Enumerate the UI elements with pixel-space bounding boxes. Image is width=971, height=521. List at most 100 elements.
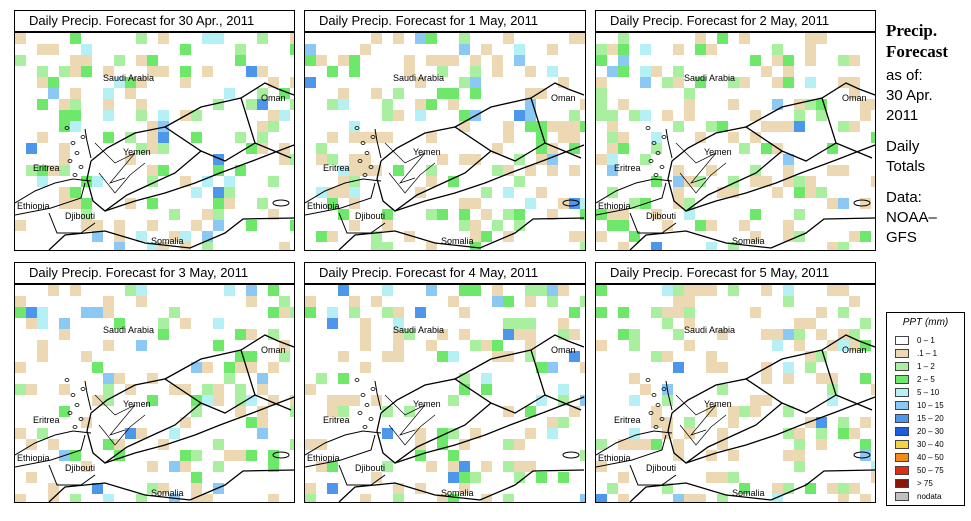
precip-cell — [437, 439, 448, 450]
precip-cell — [673, 165, 684, 176]
island — [648, 159, 654, 163]
precip-cell — [651, 132, 662, 143]
precip-cell — [92, 395, 103, 406]
precip-cell — [607, 143, 618, 154]
precip-cell — [618, 494, 629, 502]
precip-cell — [114, 55, 125, 66]
precip-cell — [213, 384, 224, 395]
precip-cell — [816, 417, 827, 428]
precip-cell — [547, 285, 558, 296]
precip-cell — [838, 483, 849, 494]
precip-cell — [816, 373, 827, 384]
precip-cell — [235, 362, 246, 373]
precip-cell — [290, 406, 294, 417]
precip-cell — [125, 428, 136, 439]
precip-cell — [191, 494, 202, 502]
precip-cell — [783, 362, 794, 373]
precip-cell — [327, 231, 338, 242]
precip-cell — [224, 88, 235, 99]
precip-cell — [772, 187, 783, 198]
precip-cell — [618, 209, 629, 220]
precip-cell — [59, 121, 70, 132]
precip-cell — [114, 318, 125, 329]
precip-cell — [607, 154, 618, 165]
border-line — [596, 182, 667, 216]
precip-cell — [103, 110, 114, 121]
precip-cell — [695, 494, 706, 502]
precip-cell — [213, 209, 224, 220]
precip-cell — [580, 296, 585, 307]
precip-cell — [750, 55, 761, 66]
legend-label: 30 – 40 — [917, 440, 944, 449]
precip-cell — [717, 439, 728, 450]
precip-cell — [268, 461, 279, 472]
precip-cell — [673, 296, 684, 307]
precip-cell — [426, 209, 437, 220]
precip-cell — [290, 154, 294, 165]
precip-cell — [827, 373, 838, 384]
precip-cell — [651, 406, 662, 417]
precip-cell — [37, 165, 48, 176]
precip-cell — [618, 66, 629, 77]
precip-cell — [536, 187, 547, 198]
precip-cell — [481, 384, 492, 395]
precip-cell — [70, 285, 81, 296]
borders — [305, 334, 585, 502]
label-eritrea: Eritrea — [614, 163, 641, 173]
precip-cell — [257, 384, 268, 395]
precip-cell — [536, 154, 547, 165]
panel-title: Daily Precip. Forecast for 2 May, 2011 — [595, 10, 876, 32]
precip-cell — [327, 461, 338, 472]
precip-cell — [382, 132, 393, 143]
precip-cell — [448, 88, 459, 99]
precip-cell — [794, 428, 805, 439]
precip-cell — [290, 439, 294, 450]
precip-cell — [673, 307, 684, 318]
precip-map: Saudi Arabia Oman Yemen Eritrea Ethiopia Djib… — [304, 32, 586, 251]
precip-cell — [191, 406, 202, 417]
precip-cell — [838, 55, 849, 66]
precip-cell — [816, 99, 827, 110]
precip-cell — [525, 406, 536, 417]
precip-cell — [717, 384, 728, 395]
precip-cell — [114, 220, 125, 231]
precip-cell — [338, 373, 349, 384]
border-line — [376, 402, 492, 464]
precip-cell — [470, 55, 481, 66]
precip-cell — [640, 154, 651, 165]
precip-cell — [136, 99, 147, 110]
precip-cell — [596, 154, 607, 165]
border-line — [380, 378, 546, 414]
precip-cell — [662, 483, 673, 494]
label-ethiopia: Ethiopia — [307, 453, 340, 463]
label-yemen: Yemen — [123, 399, 151, 409]
precip-cell — [70, 99, 81, 110]
label-djibouti: Djibouti — [646, 463, 676, 473]
precip-cell — [316, 373, 327, 384]
precip-cell — [235, 406, 246, 417]
legend-swatch — [895, 349, 909, 358]
precip-cell — [651, 66, 662, 77]
borders — [305, 82, 585, 250]
precip-cell — [860, 439, 871, 450]
precip-cell — [371, 296, 382, 307]
precip-cell — [81, 417, 92, 428]
precip-cell — [191, 362, 202, 373]
precip-cell — [246, 99, 257, 110]
precip-cell — [651, 242, 662, 250]
precip-cell — [327, 99, 338, 110]
precip-cell — [305, 77, 316, 88]
precip-cell — [316, 231, 327, 242]
border-line — [86, 402, 202, 464]
precip-cell — [673, 44, 684, 55]
border-line — [338, 212, 386, 234]
precip-cell — [805, 318, 816, 329]
precip-cell — [426, 99, 437, 110]
precip-cell — [92, 483, 103, 494]
precip-cell — [393, 110, 404, 121]
precip-cell — [382, 351, 393, 362]
borders — [596, 334, 875, 502]
precip-map: Saudi Arabia Oman Yemen Eritrea Ethiopia Djib… — [595, 284, 876, 503]
legend-swatch — [895, 375, 909, 384]
precip-cell — [290, 44, 294, 55]
